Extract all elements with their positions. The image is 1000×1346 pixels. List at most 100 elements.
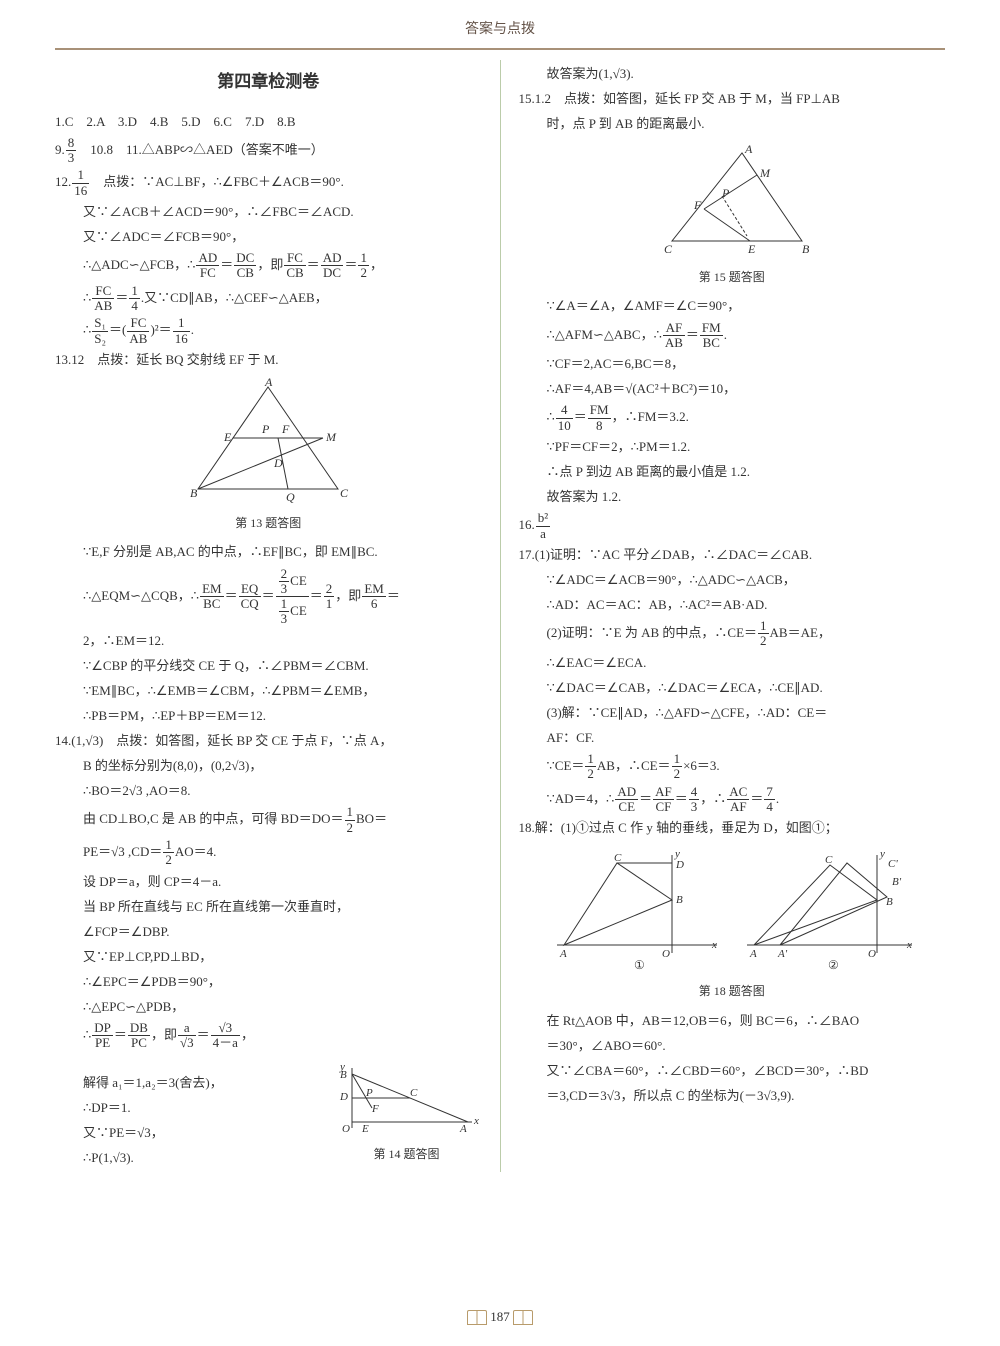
- answer-13-line5: ∵∠CBP 的平分线交 CE 于 Q，∴∠PBM＝∠CBM.: [55, 655, 482, 677]
- svg-text:D: D: [339, 1091, 348, 1103]
- answer-14-line11: ∴△EPC∽△PDB，: [55, 996, 482, 1018]
- svg-text:C: C: [410, 1087, 418, 1099]
- answer-14-line4: 由 CD⊥BO,C 是 AB 的中点，可得 BD＝DO＝12BO＝: [55, 805, 482, 835]
- svg-text:C: C: [825, 854, 833, 866]
- answer-18-line1: 18.解：(1)①过点 C 作 y 轴的垂线，垂足为 D，如图①；: [519, 817, 946, 839]
- svg-text:P: P: [365, 1087, 373, 1099]
- answer-12-line2: 又∵∠ACB＋∠ACD＝90°，∴∠FBC＝∠ACD.: [55, 201, 482, 223]
- answer-18-line4: 又∵∠CBA＝60°，∴∠CBD＝60°，∠BCD＝30°，∴BD: [519, 1060, 946, 1082]
- chapter-title: 第四章检测卷: [55, 68, 482, 97]
- left-column: 第四章检测卷 1.C 2.A 3.D 4.B 5.D 6.C 7.D 8.B 9…: [55, 60, 482, 1172]
- answer-14-line7: 当 BP 所在直线与 EC 所在直线第一次垂直时，: [55, 896, 482, 918]
- answer-18-line3: ＝30°，∠ABO＝60°.: [519, 1035, 946, 1057]
- answer-14-line14: ∴DP＝1.: [55, 1097, 332, 1119]
- svg-text:x: x: [906, 939, 912, 951]
- book-icon: [467, 1310, 487, 1325]
- svg-text:O: O: [662, 948, 670, 960]
- answer-14-line13: 解得 a₁＝1,a₂＝3(舍去)，: [55, 1072, 332, 1094]
- svg-text:B: B: [190, 486, 198, 500]
- content-columns: 第四章检测卷 1.C 2.A 3.D 4.B 5.D 6.C 7.D 8.B 9…: [0, 50, 1000, 1172]
- svg-text:C: C: [664, 242, 673, 256]
- column-divider: [500, 60, 501, 1172]
- svg-text:A: A: [749, 948, 757, 960]
- svg-text:F: F: [693, 198, 702, 212]
- svg-text:B: B: [340, 1069, 347, 1081]
- answer-14-line1: 14.(1,√3) 点拨：如答图，延长 BP 交 CE 于点 F，∵点 A，: [55, 730, 482, 752]
- answer-14-line2: B 的坐标分别为(8,0)，(0,2√3)，: [55, 755, 482, 777]
- answer-15-line9: ∴点 P 到边 AB 距离的最小值是 1.2.: [519, 461, 946, 483]
- answer-13-line6: ∵EM∥BC，∴∠EMB＝∠CBM，∴∠PBM＝∠EMB，: [55, 680, 482, 702]
- answer-14-line8: ∠FCP＝∠DBP.: [55, 921, 482, 943]
- r-line1: 故答案为(1,√3).: [519, 63, 946, 85]
- answer-13-line3: ∴△EQM∽△CQB，∴EMBC＝EQCQ＝23CE13CE＝21，即EM6＝: [55, 567, 482, 627]
- answer-17-line7: (3)解：∵CE∥AD，∴△AFD∽△CFE，∴AD：CE＝: [519, 702, 946, 724]
- svg-text:B: B: [802, 242, 810, 256]
- svg-text:A: A: [559, 948, 567, 960]
- answer-16: 16.b²a: [519, 511, 946, 541]
- svg-text:E: E: [747, 242, 756, 256]
- svg-text:P: P: [261, 422, 270, 436]
- svg-text:A: A: [459, 1123, 467, 1135]
- answer-12-line3: 又∵∠ADC＝∠FCB＝90°，: [55, 226, 482, 248]
- answers-1-8: 1.C 2.A 3.D 4.B 5.D 6.C 7.D 8.B: [55, 111, 482, 133]
- page-number: 187: [0, 1306, 1000, 1328]
- svg-text:D: D: [273, 456, 283, 470]
- svg-text:②: ②: [828, 958, 839, 972]
- answer-15-line7: ∴410＝FM8，∴FM＝3.2.: [519, 403, 946, 433]
- figure-13: AEPFMDBQC: [168, 377, 368, 507]
- svg-text:F: F: [371, 1103, 379, 1115]
- svg-text:A': A': [777, 948, 788, 960]
- figure-15-caption: 第 15 题答图: [519, 267, 946, 287]
- answer-15-line1: 15.1.2 点拨：如答图，延长 FP 交 AB 于 M，当 FP⊥AB: [519, 88, 946, 110]
- figure-14: yBDPCFOEAx: [332, 1060, 482, 1138]
- answer-17-line4: (2)证明：∵E 为 AB 的中点，∴CE＝12AB＝AE，: [519, 619, 946, 649]
- svg-text:E: E: [361, 1123, 369, 1135]
- answer-13-line7: ∴PB＝PM，∴EP＋BP＝EM＝12.: [55, 705, 482, 727]
- answer-14-line15: 又∵PE＝√3，: [55, 1122, 332, 1144]
- answer-17-line9: ∵CE＝12AB，∴CE＝12×6＝3.: [519, 752, 946, 782]
- answer-12-line1: 12.116 点拨：∵AC⊥BF，∴∠FBC＋∠ACB＝90°.: [55, 168, 482, 198]
- svg-text:B': B': [892, 876, 902, 888]
- answer-17-line10: ∵AD＝4，∴ADCE＝AFCF＝43，∴ACAF＝74.: [519, 785, 946, 815]
- svg-text:x: x: [473, 1115, 479, 1127]
- answer-12-line5: ∴FCAB＝14.又∵CD∥AB，∴△CEF∽△AEB，: [55, 284, 482, 314]
- figure-15: AMPFCEB: [632, 141, 832, 261]
- svg-text:P: P: [721, 186, 730, 200]
- answer-17-line5: ∴∠EAC＝∠ECA.: [519, 652, 946, 674]
- svg-text:A: A: [264, 377, 273, 389]
- answer-14-line16: ∴P(1,√3).: [55, 1147, 332, 1169]
- answer-17-line3: ∴AD：AC＝AC：AB，∴AC²＝AB·AD.: [519, 594, 946, 616]
- svg-text:D: D: [675, 859, 684, 871]
- answer-14-line12: ∴DPPE＝DBPC，即a√3＝√34－a，: [55, 1021, 482, 1051]
- right-column: 故答案为(1,√3). 15.1.2 点拨：如答图，延长 FP 交 AB 于 M…: [519, 60, 946, 1172]
- answer-18-line5: ＝3,CD＝3√3，所以点 C 的坐标为(－3√3,9).: [519, 1085, 946, 1107]
- figure-13-caption: 第 13 题答图: [55, 513, 482, 533]
- svg-text:O: O: [342, 1123, 350, 1135]
- answer-17-line2: ∵∠ADC＝∠ACB＝90°，∴△ADC∽△ACB，: [519, 569, 946, 591]
- answer-14-line6: 设 DP＝a，则 CP＝4－a.: [55, 871, 482, 893]
- svg-text:M: M: [759, 166, 771, 180]
- figure-14-caption: 第 14 题答图: [332, 1144, 482, 1164]
- answer-13-line4: 2，∴EM＝12.: [55, 630, 482, 652]
- answer-9-11: 9.83 10.8 11.△ABP∽△AED（答案不唯一）: [55, 136, 482, 166]
- answer-15-line3: ∵∠A＝∠A，∠AMF＝∠C＝90°，: [519, 295, 946, 317]
- svg-text:C: C: [340, 486, 349, 500]
- page-header: 答案与点拨: [55, 0, 945, 50]
- answer-15-line10: 故答案为 1.2.: [519, 486, 946, 508]
- answer-14-line5: PE＝√3 ,CD＝12AO＝4.: [55, 838, 482, 868]
- svg-text:B: B: [886, 896, 893, 908]
- svg-text:C: C: [614, 852, 622, 864]
- answer-17-line1: 17.(1)证明：∵AC 平分∠DAB，∴∠DAC＝∠CAB.: [519, 544, 946, 566]
- answer-14-line3: ∴BO＝2√3 ,AO＝8.: [55, 780, 482, 802]
- svg-text:C': C': [888, 858, 898, 870]
- answer-14-line10: ∴∠EPC＝∠PDB＝90°，: [55, 971, 482, 993]
- answer-17-line6: ∵∠DAC＝∠CAB，∴∠DAC＝∠ECA，∴CE∥AD.: [519, 677, 946, 699]
- svg-text:x: x: [711, 939, 717, 951]
- figure-18: CyDBAOx①CC'yB'BAA'Ox②: [542, 845, 922, 975]
- answer-14-line9: 又∵EP⊥CP,PD⊥BD，: [55, 946, 482, 968]
- answer-12-line4: ∴△ADC∽△FCB，∴ADFC＝DCCB，即FCCB＝ADDC＝12，: [55, 251, 482, 281]
- book-icon: [513, 1310, 533, 1325]
- answer-15-line8: ∵PF＝CF＝2，∴PM＝1.2.: [519, 436, 946, 458]
- svg-text:Q: Q: [286, 490, 295, 504]
- svg-text:y: y: [879, 848, 885, 860]
